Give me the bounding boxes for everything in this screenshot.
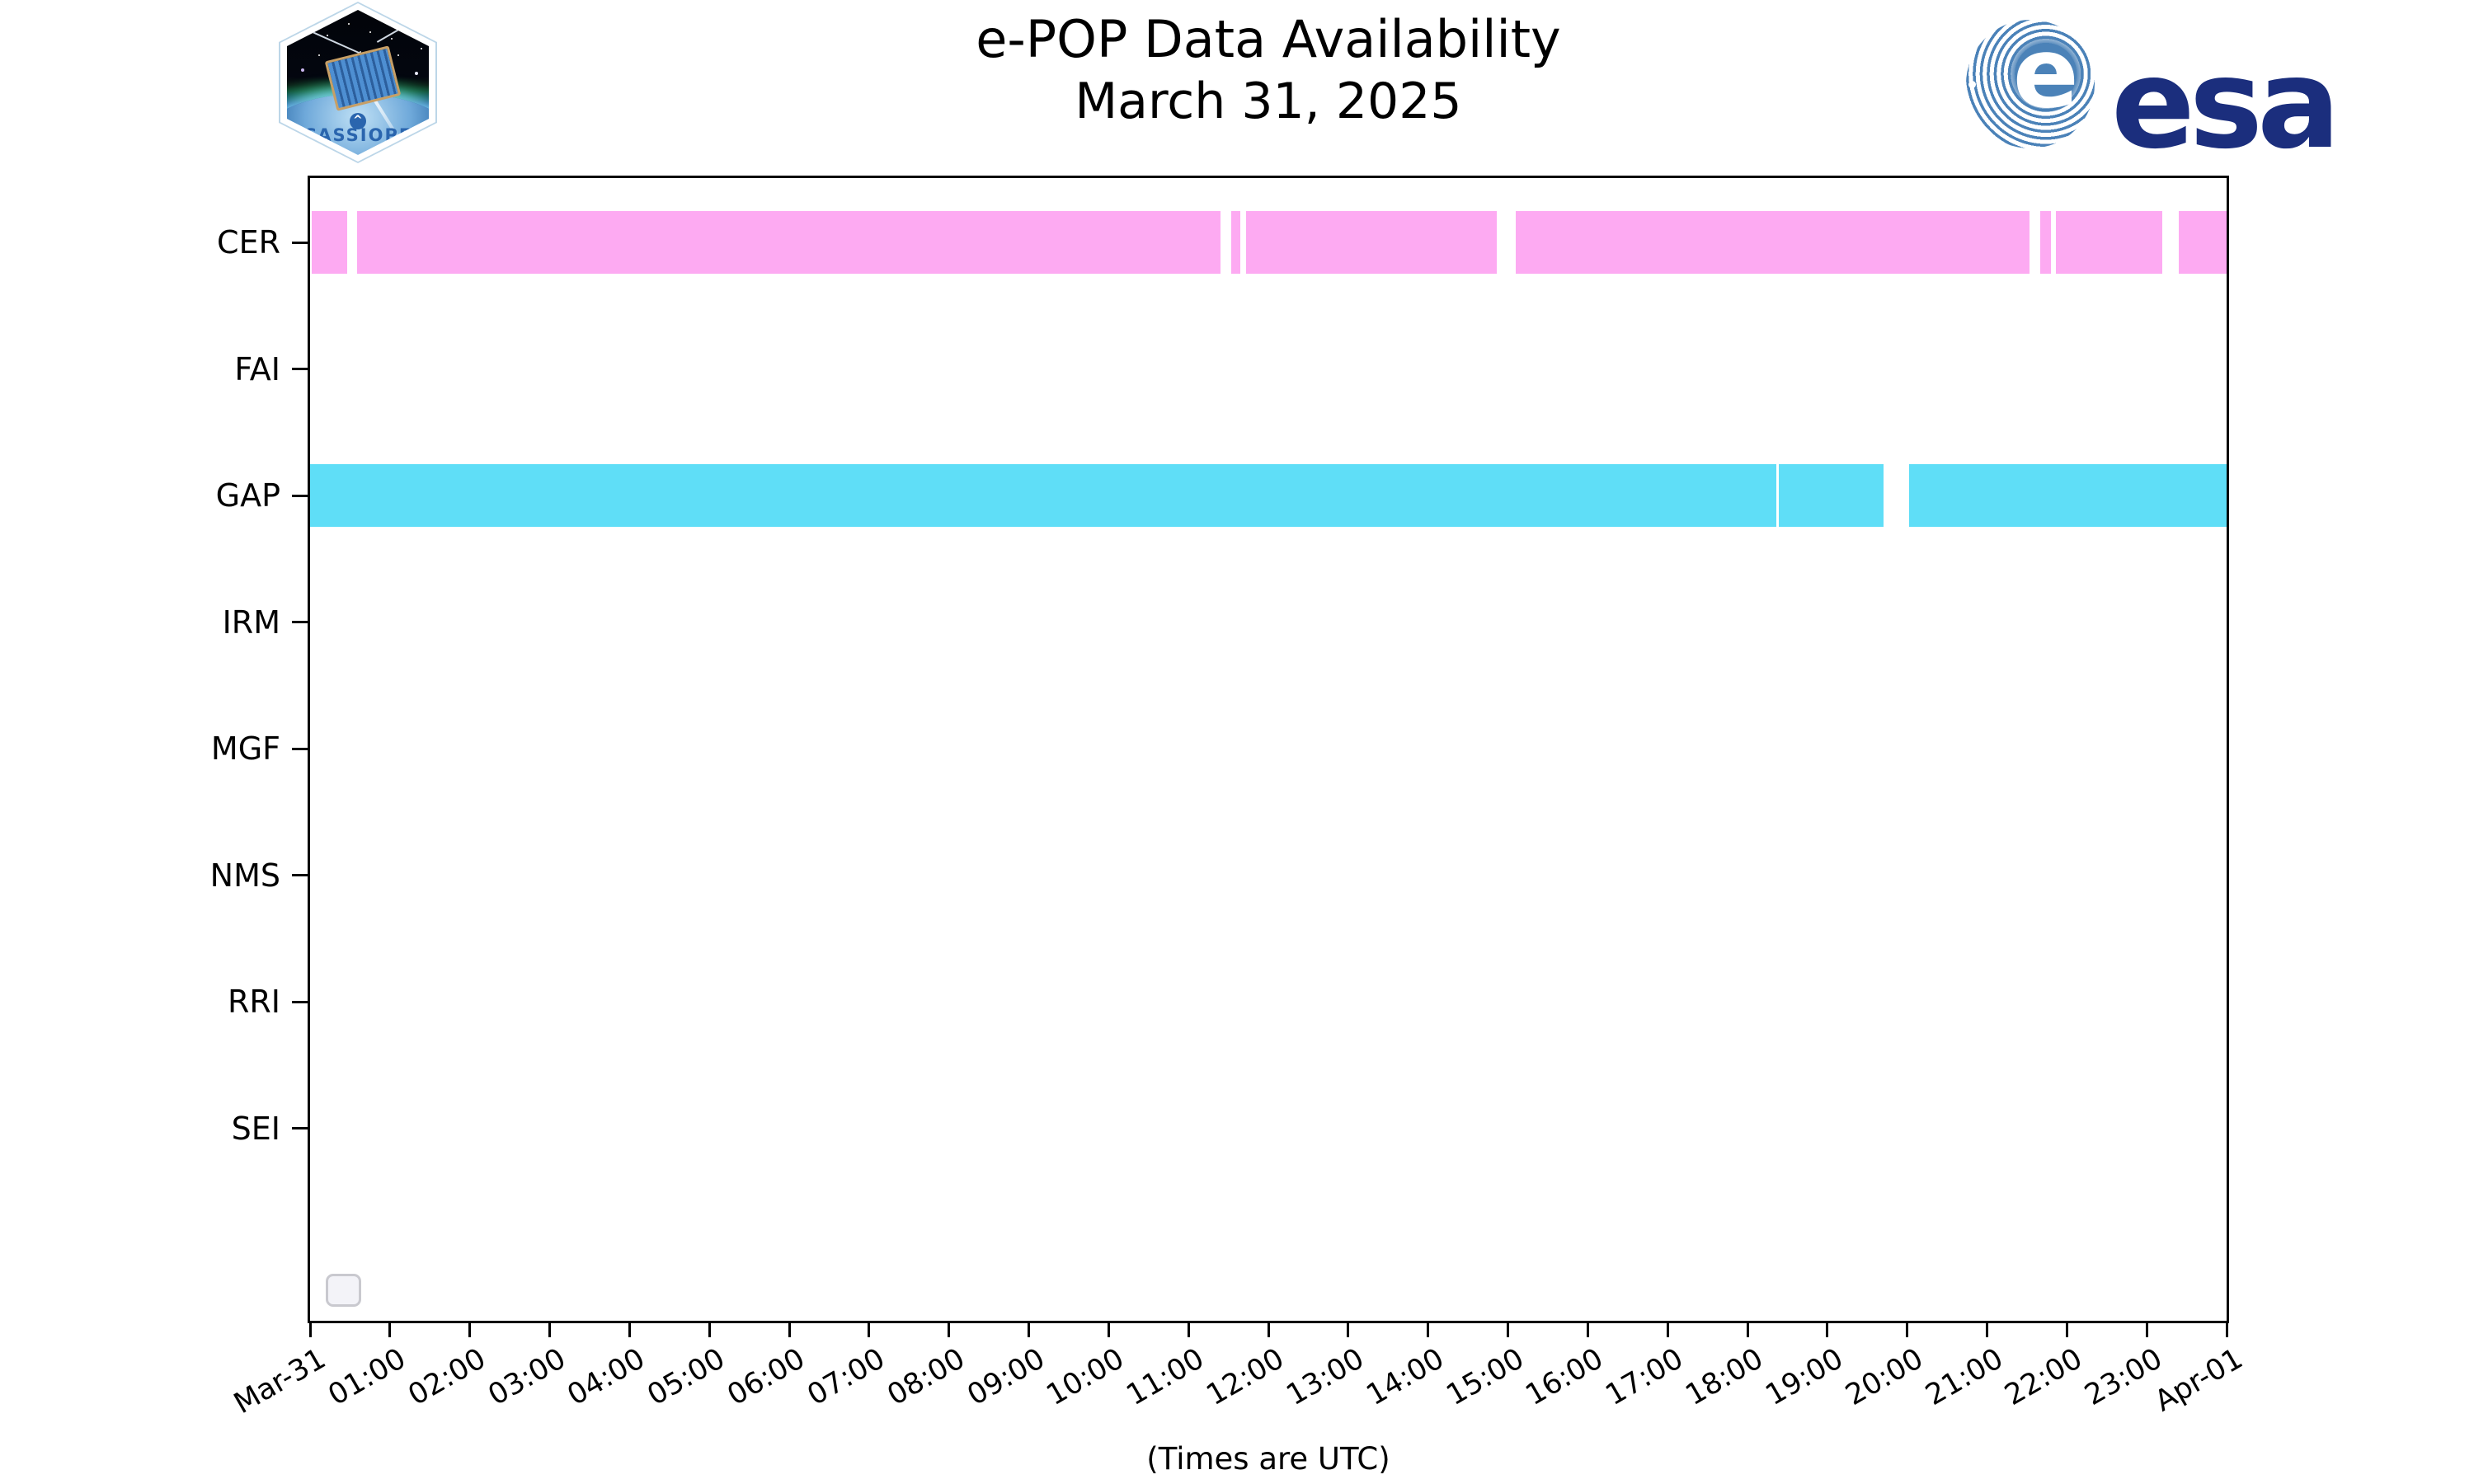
plot-area: CER FAI GAP IRM MGF NMS RRI SEI Mar-31 01:00 02:00… <box>210 176 2248 1421</box>
y-label-irm: IRM <box>222 603 280 641</box>
x-tick-label: 11:00 <box>1121 1342 1211 1413</box>
x-tick-label: 07:00 <box>802 1342 891 1413</box>
x-tick <box>948 1323 951 1337</box>
x-tick <box>1986 1323 1988 1337</box>
x-tick <box>628 1323 631 1337</box>
availability-bar-cer <box>357 211 1221 274</box>
x-tick-label: 14:00 <box>1361 1342 1450 1413</box>
x-tick <box>1746 1323 1749 1337</box>
availability-bar-cer <box>1516 211 2030 274</box>
x-tick <box>2145 1323 2148 1337</box>
availability-bar-cer <box>2055 211 2162 274</box>
x-tick-label: 17:00 <box>1600 1342 1690 1413</box>
x-tick <box>1507 1323 1509 1337</box>
x-tick <box>548 1323 551 1337</box>
x-tick <box>1427 1323 1430 1337</box>
availability-bar-cer <box>1231 211 1241 274</box>
y-label-cer: CER <box>217 224 280 261</box>
x-tick <box>1267 1323 1270 1337</box>
x-tick <box>388 1323 392 1337</box>
chart-title-line2: March 31, 2025 <box>1075 73 1462 130</box>
x-tick <box>1028 1323 1030 1337</box>
x-tick-label: 18:00 <box>1680 1342 1769 1413</box>
x-tick-label: Mar-31 <box>228 1342 332 1421</box>
csa-mini-logo <box>350 112 366 129</box>
y-tick <box>292 241 308 244</box>
availability-bar-cer <box>1245 211 1497 274</box>
x-tick <box>1586 1323 1589 1337</box>
y-tick <box>292 874 308 876</box>
availability-bar-gap <box>1778 464 1884 527</box>
x-tick-label: 23:00 <box>2079 1342 2169 1413</box>
esa-ball-star-icon <box>1968 81 1976 88</box>
y-label-fai: FAI <box>234 350 280 387</box>
x-tick-label: 03:00 <box>482 1342 571 1413</box>
x-tick-label: 06:00 <box>722 1342 811 1413</box>
x-tick-label: 09:00 <box>962 1342 1051 1413</box>
y-label-sei: SEI <box>231 1110 280 1147</box>
x-tick-label: 01:00 <box>322 1342 412 1413</box>
x-tick-label: 05:00 <box>642 1342 731 1413</box>
y-tick <box>292 1127 308 1129</box>
cassiope-patch-logo: CASSIOPE <box>279 2 437 163</box>
x-tick-label: 20:00 <box>1840 1342 1929 1413</box>
y-label-nms: NMS <box>209 857 280 894</box>
x-tick-label: 10:00 <box>1041 1342 1131 1413</box>
availability-bar-cer <box>311 211 347 274</box>
availability-bar-gap <box>1908 464 2227 527</box>
x-tick-label: 08:00 <box>882 1342 971 1413</box>
x-tick <box>868 1323 871 1337</box>
x-tick-label: Apr-01 <box>2148 1342 2248 1419</box>
x-tick-label: 04:00 <box>562 1342 651 1413</box>
x-tick <box>308 1323 312 1337</box>
esa-ball-core <box>2007 35 2084 112</box>
chart-title: e-POP Data Availability March 31, 2025 <box>310 8 2227 132</box>
availability-bar-gap <box>310 464 1776 527</box>
x-tick <box>2065 1323 2068 1337</box>
y-tick <box>292 621 308 623</box>
y-tick <box>292 1000 308 1003</box>
availability-bar-cer <box>2178 211 2227 274</box>
x-tick <box>2225 1323 2228 1337</box>
x-axis-caption: (Times are UTC) <box>1146 1441 1390 1477</box>
x-tick-label: 02:00 <box>402 1342 492 1413</box>
y-label-rri: RRI <box>227 984 280 1020</box>
esa-logo: e esa <box>1966 18 2340 167</box>
y-label-gap: GAP <box>215 477 280 514</box>
y-label-mgf: MGF <box>210 730 280 767</box>
y-tick <box>292 368 308 370</box>
x-tick <box>1187 1323 1190 1337</box>
x-tick-label: 15:00 <box>1441 1342 1530 1413</box>
y-tick <box>292 494 308 497</box>
x-tick <box>468 1323 472 1337</box>
x-tick <box>1906 1323 1909 1337</box>
chart-title-line1: e-POP Data Availability <box>976 9 1561 69</box>
x-tick-label: 12:00 <box>1201 1342 1290 1413</box>
x-tick-label: 13:00 <box>1281 1342 1370 1413</box>
availability-bar-cer <box>2040 211 2051 274</box>
x-tick <box>708 1323 711 1337</box>
x-tick <box>1826 1323 1829 1337</box>
esa-ball-letter: e <box>2012 20 2079 129</box>
x-tick <box>1107 1323 1110 1337</box>
y-tick <box>292 747 308 750</box>
esa-wordmark: esa <box>2111 33 2340 176</box>
x-tick-label: 22:00 <box>1999 1342 2089 1413</box>
esa-ball-icon: e <box>1966 20 2095 148</box>
x-tick <box>1666 1323 1669 1337</box>
x-tick-label: 16:00 <box>1520 1342 1610 1413</box>
x-tick-label: 19:00 <box>1760 1342 1849 1413</box>
x-tick <box>1347 1323 1350 1337</box>
x-tick-label: 21:00 <box>1920 1342 2009 1413</box>
x-tick <box>788 1323 791 1337</box>
legend-box <box>326 1274 361 1307</box>
